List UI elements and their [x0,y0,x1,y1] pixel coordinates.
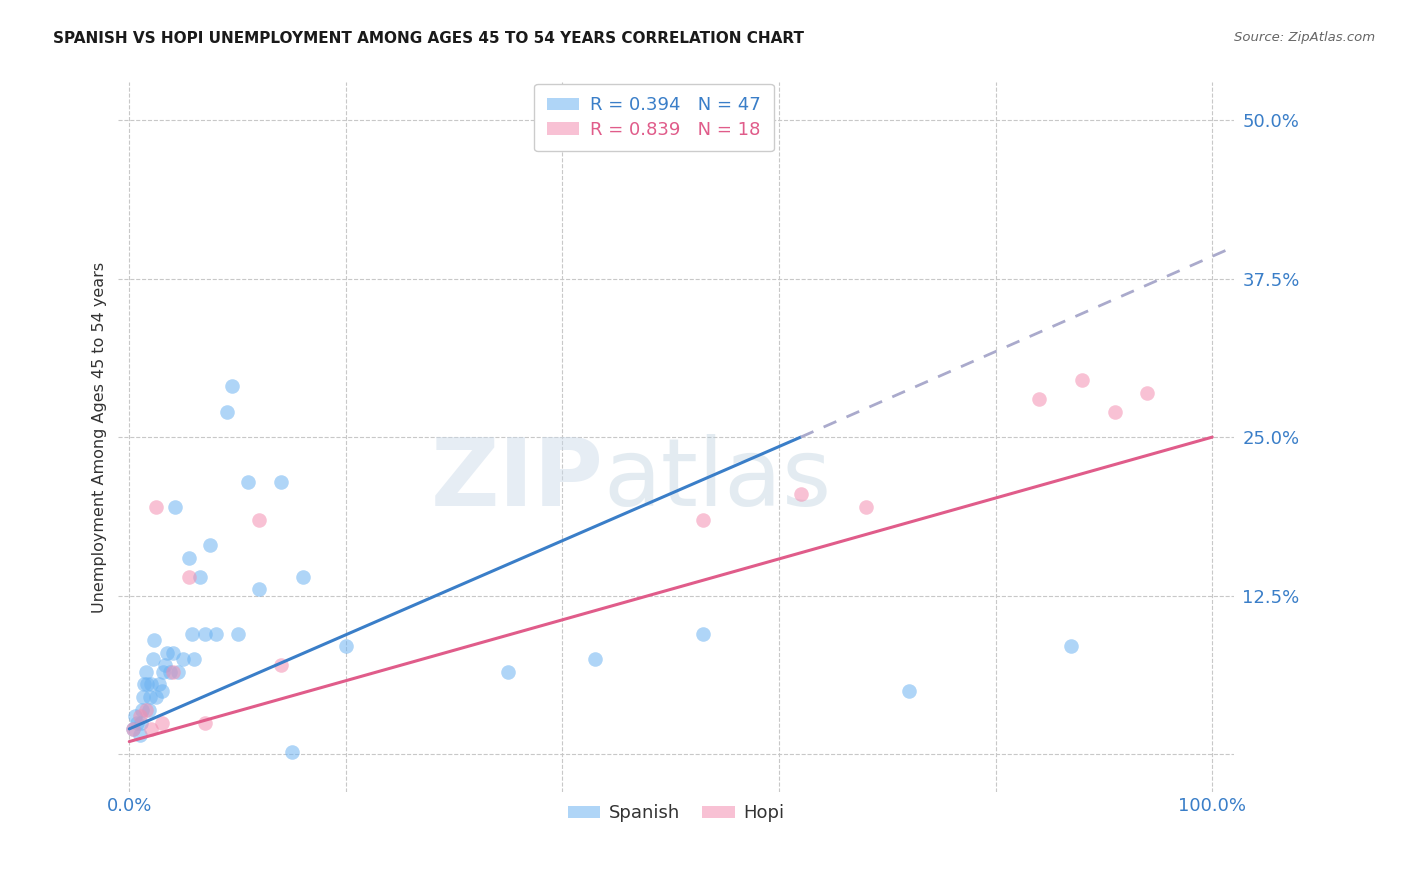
Point [167,665,190,679]
Legend: Spanish, Hopi: Spanish, Hopi [561,797,792,830]
Point [142,652,165,666]
Y-axis label: Unemployment Among Ages 45 to 54 years: Unemployment Among Ages 45 to 54 years [93,261,107,613]
Point [183,652,205,666]
Point [1060,640,1083,654]
Point [139,677,162,691]
Text: ZIP: ZIP [430,434,603,525]
Point [143,633,166,648]
Point [162,646,184,660]
Text: atlas: atlas [603,434,832,525]
Point [247,512,270,526]
Point [129,728,152,742]
Point [1136,385,1159,400]
Point [692,512,714,526]
Point [153,658,176,673]
Point [205,626,228,640]
Text: SPANISH VS HOPI UNEMPLOYMENT AMONG AGES 45 TO 54 YEARS CORRELATION CHART: SPANISH VS HOPI UNEMPLOYMENT AMONG AGES … [53,31,804,46]
Point [692,626,714,640]
Point [291,569,314,583]
Point [163,500,186,514]
Point [1071,373,1094,387]
Point [215,405,238,419]
Point [335,640,357,654]
Text: Source: ZipAtlas.com: Source: ZipAtlas.com [1234,31,1375,45]
Point [131,703,153,717]
Point [181,626,204,640]
Point [148,677,170,691]
Point [270,658,292,673]
Point [898,683,921,698]
Point [139,690,162,705]
Point [172,652,194,666]
Point [121,722,143,736]
Point [221,379,243,393]
Point [150,715,173,730]
Point [121,722,143,736]
Point [145,690,167,705]
Point [159,665,181,679]
Point [1028,392,1050,406]
Point [1104,405,1126,419]
Point [188,569,211,583]
Point [226,626,249,640]
Point [583,652,606,666]
Point [129,715,152,730]
Point [280,745,302,759]
Point [156,646,179,660]
Point [194,715,217,730]
Point [139,722,162,736]
Point [270,475,292,489]
Point [855,500,877,514]
Point [247,582,270,597]
Point [135,677,157,691]
Point [238,475,260,489]
Point [138,703,160,717]
Point [124,709,146,723]
Point [125,715,148,730]
Point [200,538,222,552]
Point [145,500,167,514]
Point [132,690,155,705]
Point [134,665,156,679]
Point [789,487,811,501]
Point [129,709,152,723]
Point [134,677,156,691]
Point [177,569,200,583]
Point [177,550,200,565]
Point [150,683,173,698]
Point [152,665,174,679]
Point [498,665,520,679]
Point [134,703,156,717]
Point [194,626,217,640]
Point [162,665,184,679]
